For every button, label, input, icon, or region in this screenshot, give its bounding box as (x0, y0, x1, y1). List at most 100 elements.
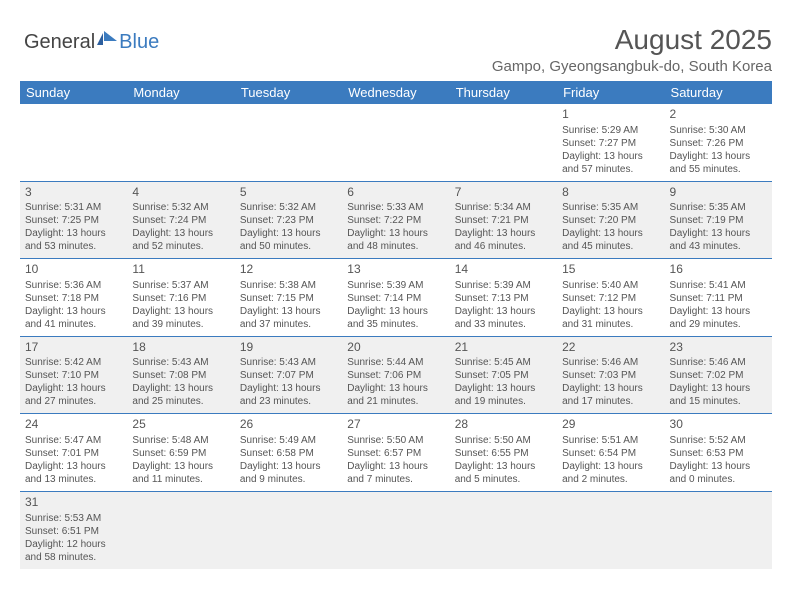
day-info-line: Sunset: 7:21 PM (455, 214, 552, 227)
day-info-line: Sunrise: 5:34 AM (455, 201, 552, 214)
day-number: 15 (562, 262, 659, 278)
day-info-line: Daylight: 13 hours (455, 305, 552, 318)
day-info-line: Sunrise: 5:33 AM (347, 201, 444, 214)
day-number: 17 (25, 340, 122, 356)
calendar-cell: 25Sunrise: 5:48 AMSunset: 6:59 PMDayligh… (127, 414, 234, 491)
day-info-line: Sunset: 6:53 PM (670, 447, 767, 460)
calendar-cell: 3Sunrise: 5:31 AMSunset: 7:25 PMDaylight… (20, 182, 127, 259)
calendar-cell: 21Sunrise: 5:45 AMSunset: 7:05 PMDayligh… (450, 337, 557, 414)
day-info-line: and 35 minutes. (347, 318, 444, 331)
day-info-line: and 43 minutes. (670, 240, 767, 253)
day-info-line: and 55 minutes. (670, 163, 767, 176)
day-info-line: Sunrise: 5:47 AM (25, 434, 122, 447)
day-info-line: Sunset: 6:57 PM (347, 447, 444, 460)
day-info-line: Sunrise: 5:35 AM (562, 201, 659, 214)
calendar-cell: 2Sunrise: 5:30 AMSunset: 7:26 PMDaylight… (665, 104, 772, 181)
day-info-line: Sunrise: 5:43 AM (132, 356, 229, 369)
calendar-cell (450, 104, 557, 181)
calendar-cell (127, 492, 234, 569)
day-info-line: Daylight: 13 hours (670, 382, 767, 395)
calendar-week: 10Sunrise: 5:36 AMSunset: 7:18 PMDayligh… (20, 259, 772, 337)
day-info-line: and 11 minutes. (132, 473, 229, 486)
day-info-line: Sunrise: 5:46 AM (562, 356, 659, 369)
day-info-line: and 39 minutes. (132, 318, 229, 331)
calendar-week: 31Sunrise: 5:53 AMSunset: 6:51 PMDayligh… (20, 492, 772, 569)
day-info-line: Sunrise: 5:45 AM (455, 356, 552, 369)
day-info-line: Sunset: 7:26 PM (670, 137, 767, 150)
day-info-line: Sunrise: 5:41 AM (670, 279, 767, 292)
day-info-line: and 58 minutes. (25, 551, 122, 564)
day-number: 4 (132, 185, 229, 201)
day-number: 7 (455, 185, 552, 201)
day-number: 9 (670, 185, 767, 201)
day-info-line: Daylight: 13 hours (670, 460, 767, 473)
day-info-line: Sunrise: 5:50 AM (455, 434, 552, 447)
day-info-line: Sunset: 7:12 PM (562, 292, 659, 305)
day-info-line: and 53 minutes. (25, 240, 122, 253)
calendar-cell: 30Sunrise: 5:52 AMSunset: 6:53 PMDayligh… (665, 414, 772, 491)
day-info-line: Daylight: 13 hours (455, 227, 552, 240)
calendar-cell: 20Sunrise: 5:44 AMSunset: 7:06 PMDayligh… (342, 337, 449, 414)
day-info-line: Daylight: 13 hours (562, 382, 659, 395)
day-info-line: Daylight: 13 hours (670, 305, 767, 318)
day-info-line: and 21 minutes. (347, 395, 444, 408)
day-header-wed: Wednesday (342, 81, 449, 104)
day-info-line: and 52 minutes. (132, 240, 229, 253)
day-info-line: and 41 minutes. (25, 318, 122, 331)
day-number: 12 (240, 262, 337, 278)
logo-flag-icon (97, 28, 119, 51)
day-info-line: Daylight: 13 hours (25, 460, 122, 473)
day-info-line: Sunset: 7:01 PM (25, 447, 122, 460)
day-number: 25 (132, 417, 229, 433)
day-number: 10 (25, 262, 122, 278)
calendar-cell: 23Sunrise: 5:46 AMSunset: 7:02 PMDayligh… (665, 337, 772, 414)
day-header-fri: Friday (557, 81, 664, 104)
day-number: 19 (240, 340, 337, 356)
day-number: 14 (455, 262, 552, 278)
day-info-line: Sunset: 7:25 PM (25, 214, 122, 227)
day-info-line: Sunset: 6:59 PM (132, 447, 229, 460)
day-info-line: Daylight: 13 hours (562, 460, 659, 473)
day-info-line: Daylight: 13 hours (347, 227, 444, 240)
day-info-line: Daylight: 13 hours (347, 382, 444, 395)
day-info-line: and 25 minutes. (132, 395, 229, 408)
calendar-cell: 27Sunrise: 5:50 AMSunset: 6:57 PMDayligh… (342, 414, 449, 491)
day-info-line: Sunrise: 5:36 AM (25, 279, 122, 292)
day-info-line: Daylight: 13 hours (562, 227, 659, 240)
calendar-cell: 22Sunrise: 5:46 AMSunset: 7:03 PMDayligh… (557, 337, 664, 414)
day-info-line: Sunrise: 5:48 AM (132, 434, 229, 447)
day-info-line: Sunset: 7:03 PM (562, 369, 659, 382)
calendar-cell: 5Sunrise: 5:32 AMSunset: 7:23 PMDaylight… (235, 182, 342, 259)
day-info-line: Sunset: 7:24 PM (132, 214, 229, 227)
day-number: 8 (562, 185, 659, 201)
calendar-week: 24Sunrise: 5:47 AMSunset: 7:01 PMDayligh… (20, 414, 772, 492)
day-info-line: Sunrise: 5:35 AM (670, 201, 767, 214)
day-info-line: Sunset: 7:18 PM (25, 292, 122, 305)
calendar-cell: 28Sunrise: 5:50 AMSunset: 6:55 PMDayligh… (450, 414, 557, 491)
day-info-line: Sunset: 6:54 PM (562, 447, 659, 460)
day-info-line: Daylight: 13 hours (240, 382, 337, 395)
day-info-line: Sunset: 7:07 PM (240, 369, 337, 382)
calendar-cell: 1Sunrise: 5:29 AMSunset: 7:27 PMDaylight… (557, 104, 664, 181)
day-info-line: and 2 minutes. (562, 473, 659, 486)
day-number: 31 (25, 495, 122, 511)
day-info-line: Daylight: 13 hours (132, 382, 229, 395)
day-info-line: Sunrise: 5:29 AM (562, 124, 659, 137)
day-info-line: and 9 minutes. (240, 473, 337, 486)
day-number: 30 (670, 417, 767, 433)
day-info-line: Daylight: 13 hours (347, 305, 444, 318)
day-info-line: Sunset: 7:19 PM (670, 214, 767, 227)
day-info-line: Sunrise: 5:52 AM (670, 434, 767, 447)
day-info-line: and 57 minutes. (562, 163, 659, 176)
day-info-line: Sunrise: 5:43 AM (240, 356, 337, 369)
day-header-thu: Thursday (450, 81, 557, 104)
day-number: 13 (347, 262, 444, 278)
day-info-line: and 33 minutes. (455, 318, 552, 331)
day-number: 16 (670, 262, 767, 278)
calendar-day-header: Sunday Monday Tuesday Wednesday Thursday… (20, 81, 772, 104)
day-info-line: Daylight: 13 hours (25, 305, 122, 318)
day-info-line: Daylight: 13 hours (455, 460, 552, 473)
calendar-cell (20, 104, 127, 181)
day-info-line: and 5 minutes. (455, 473, 552, 486)
day-info-line: and 17 minutes. (562, 395, 659, 408)
